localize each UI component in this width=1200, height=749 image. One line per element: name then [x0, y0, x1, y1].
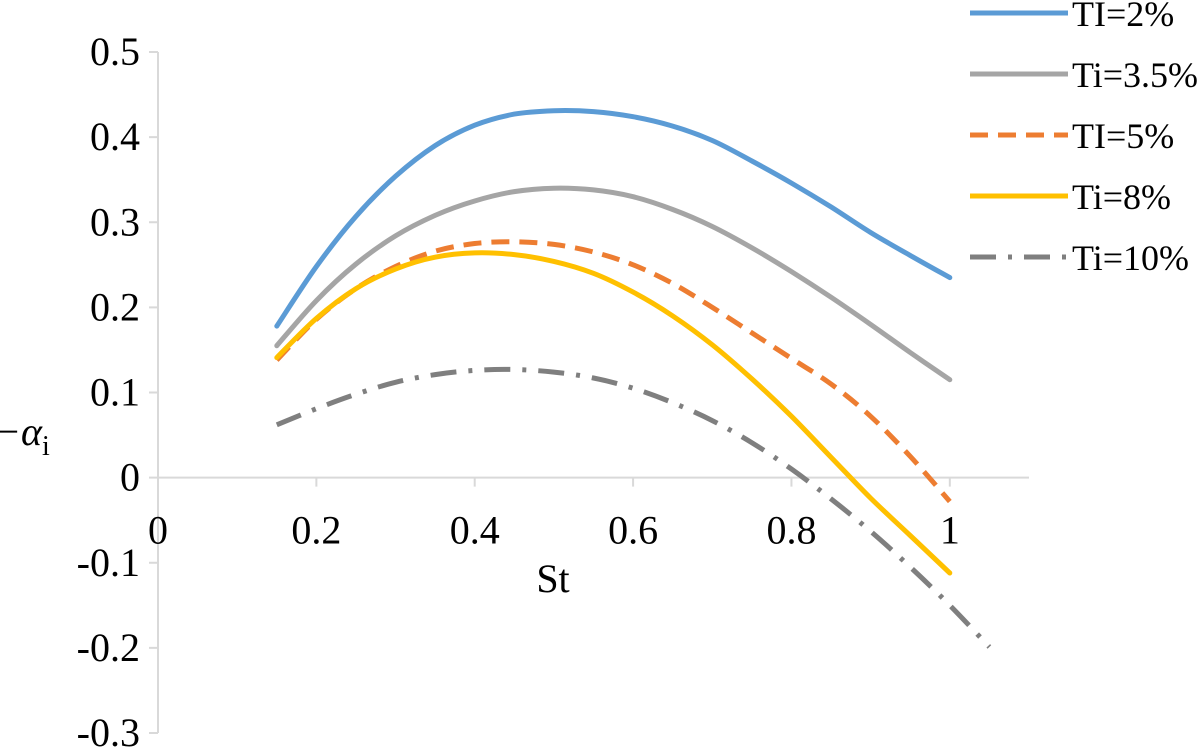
y-tick-label: -0.3 — [77, 710, 140, 749]
series-line-2 — [274, 185, 953, 383]
series-line-5 — [275, 366, 992, 649]
y-tick-label: 0 — [120, 455, 140, 500]
y-tick-label: -0.1 — [77, 540, 140, 585]
y-tick-label: 0.5 — [90, 29, 140, 74]
axis-labels: St −αi — [0, 409, 570, 601]
series-layer — [274, 108, 992, 649]
legend-label: Ti=3.5% — [1072, 55, 1198, 95]
legend-label: Ti=8% — [1072, 177, 1171, 217]
y-axis-title: −αi — [0, 409, 50, 462]
x-tick-label: 0.6 — [608, 508, 658, 553]
x-tick-label: 0.8 — [766, 508, 816, 553]
y-tick-label: 0.3 — [90, 199, 140, 244]
x-axis-title: St — [536, 556, 569, 601]
x-tick-label: 0.2 — [291, 508, 341, 553]
legend: TI=2% Ti=3.5% TI=5% Ti=8% Ti=10% — [970, 0, 1198, 278]
y-tick-label: -0.2 — [77, 625, 140, 670]
legend-label: TI=5% — [1072, 116, 1174, 156]
x-tick-label: 0.4 — [450, 508, 500, 553]
x-tick-label: 1 — [940, 508, 960, 553]
series-line-4 — [274, 250, 953, 576]
series-line-1 — [274, 108, 953, 329]
legend-label: Ti=10% — [1072, 238, 1189, 278]
axes: 0.50.40.30.20.10-0.1-0.2-0.30 0.2 0.4 0.6 0.… — [77, 29, 1029, 749]
y-tick-label: 0.2 — [90, 284, 140, 329]
y-tick-label: 0.1 — [90, 370, 140, 415]
y-tick-label: 0.4 — [90, 114, 140, 159]
x-tick-label: 0 — [148, 508, 168, 553]
legend-label: TI=2% — [1072, 0, 1174, 34]
